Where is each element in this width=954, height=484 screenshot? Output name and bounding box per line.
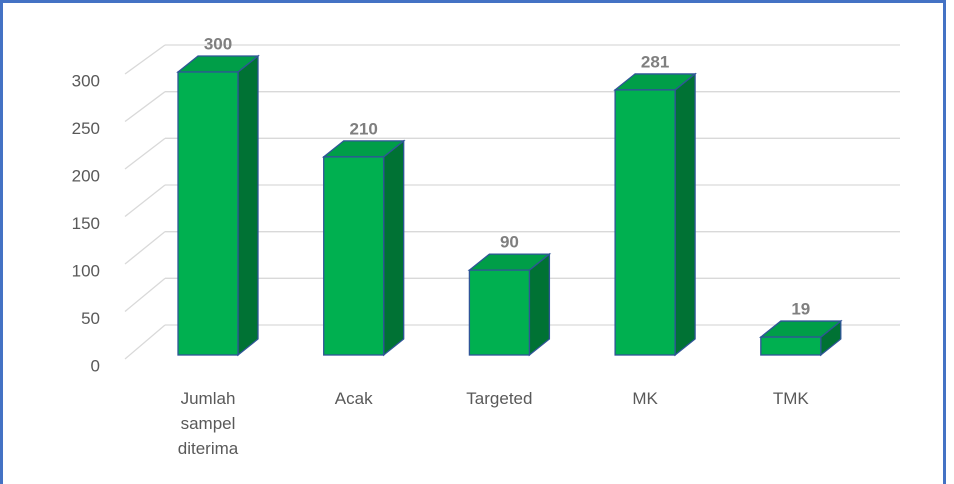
bar-side: [528, 252, 551, 357]
bar: [177, 71, 239, 356]
x-tick-label: Acak: [334, 389, 373, 408]
grid-line: [124, 184, 166, 218]
bar-side: [383, 139, 405, 357]
bar: [760, 336, 822, 356]
data-label: 90: [500, 233, 519, 252]
bar: [323, 156, 385, 356]
data-label: 300: [204, 34, 232, 53]
bar: [468, 269, 531, 356]
grid-line: [124, 231, 166, 265]
y-tick-label: 200: [72, 166, 100, 185]
grid-line: [124, 137, 166, 170]
y-tick-label: 100: [72, 261, 100, 280]
x-tick-label: TMK: [772, 389, 809, 408]
y-tick-label: 250: [72, 119, 100, 138]
grid-line: [124, 324, 166, 360]
grid-line: [124, 91, 166, 123]
data-label: 210: [350, 119, 378, 138]
x-tick-label: MK: [632, 389, 658, 408]
grid-line: [124, 44, 166, 75]
y-tick-label: 150: [72, 214, 100, 233]
y-tick-label: 0: [91, 356, 100, 375]
bar-side: [674, 72, 696, 357]
bar: [614, 89, 676, 356]
y-tick-label: 50: [81, 309, 100, 328]
data-label: 19: [791, 300, 810, 319]
x-tick-label: Jumlah sampel diterima: [177, 389, 239, 458]
y-tick-label: 300: [72, 71, 100, 90]
x-tick-label: Targeted: [466, 389, 533, 408]
grid-line: [124, 277, 166, 313]
bar-side: [237, 54, 259, 357]
data-label: 281: [641, 52, 669, 71]
